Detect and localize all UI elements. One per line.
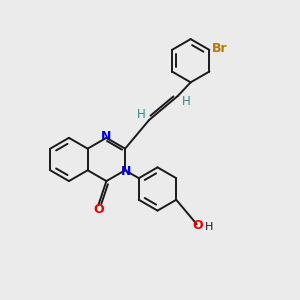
- Text: H: H: [205, 222, 213, 233]
- Text: N: N: [101, 130, 112, 143]
- Text: O: O: [192, 219, 202, 232]
- Text: H: H: [182, 95, 190, 108]
- Text: O: O: [93, 203, 104, 216]
- Text: Br: Br: [212, 42, 228, 55]
- Text: N: N: [121, 165, 132, 178]
- Text: H: H: [137, 108, 146, 121]
